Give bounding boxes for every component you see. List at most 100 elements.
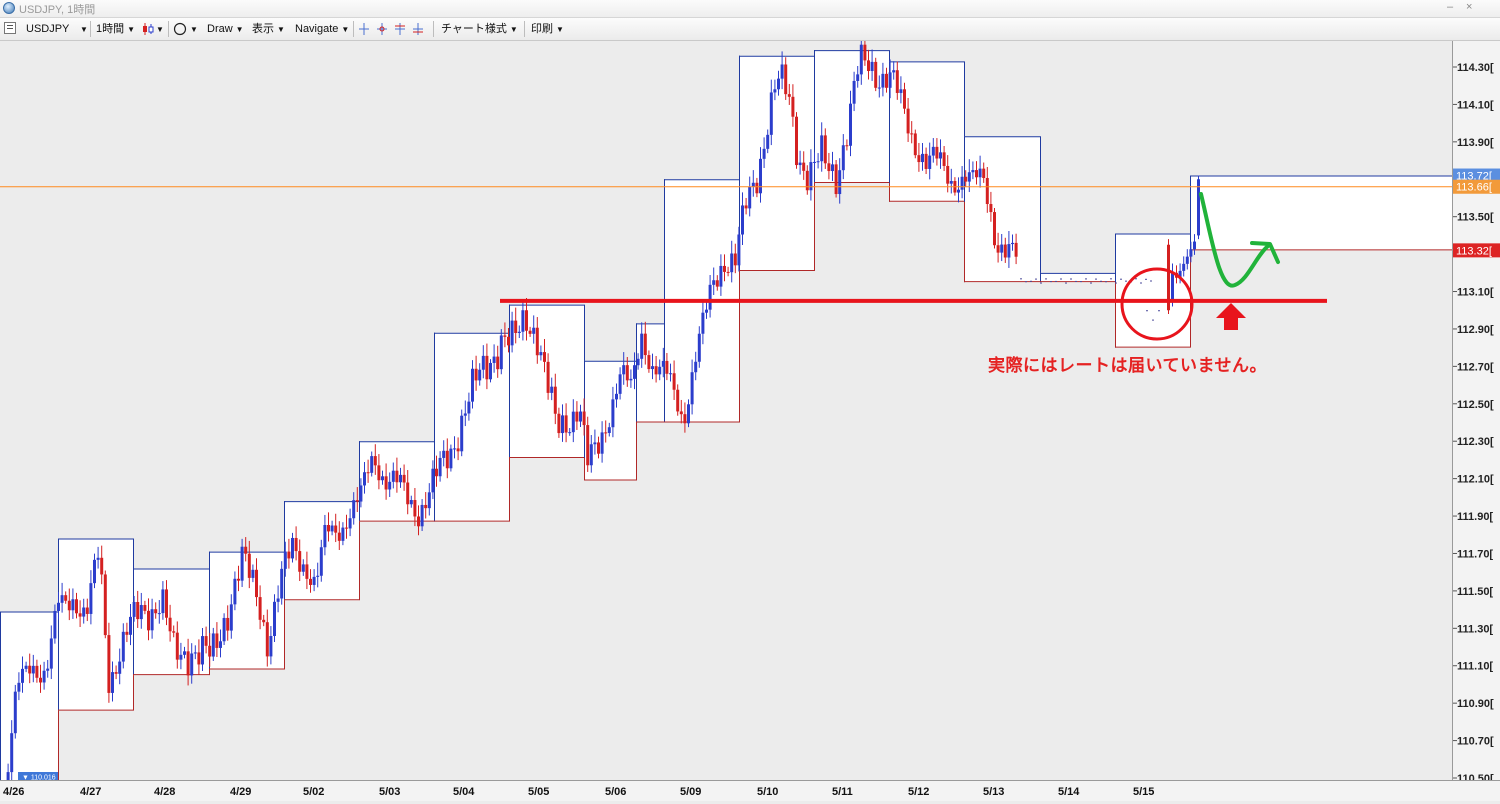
candle-body <box>31 665 35 674</box>
candle-body <box>867 60 870 72</box>
candle-body <box>193 652 197 654</box>
title-bar: USDJPY, 1時間 – × <box>0 0 1500 18</box>
candle-body <box>255 569 258 598</box>
green-arrow-curve <box>1199 192 1270 288</box>
candle-body <box>827 163 831 172</box>
window-title: USDJPY, 1時間 <box>19 4 96 16</box>
candle-body <box>96 557 100 560</box>
candle-body <box>561 415 564 434</box>
candle-body <box>132 601 136 617</box>
candle-body <box>172 631 176 633</box>
candle-body <box>445 450 449 469</box>
candle-body <box>237 578 240 581</box>
candle-body <box>363 472 366 486</box>
candle-body <box>539 352 543 356</box>
candle-body <box>532 327 536 334</box>
x-tick-label: 4/28 <box>154 786 175 798</box>
chart-style-label: チャート様式 <box>441 23 507 35</box>
navigate-menu[interactable]: Navigate ▼ <box>295 21 349 37</box>
candle-body <box>233 578 237 605</box>
low-price-badge <box>18 772 58 781</box>
annotation-text: 実際にはレートは届いていません。 <box>988 356 1267 375</box>
print-menu[interactable]: 印刷 ▼ <box>531 21 564 37</box>
candle-body <box>849 103 852 146</box>
candle-body <box>1171 272 1174 301</box>
x-tick-label: 5/13 <box>983 786 1004 798</box>
x-tick-label: 5/06 <box>605 786 626 798</box>
tick-dot <box>1020 278 1022 280</box>
candle-body <box>6 772 10 797</box>
candle-body <box>579 411 582 422</box>
candle-body <box>672 373 676 390</box>
close-button[interactable]: × <box>1466 1 1473 13</box>
candle-body <box>543 352 546 362</box>
chevron-down-icon: ▼ <box>509 25 518 34</box>
price-chart[interactable]: ▼ 110.016 <box>0 31 1452 804</box>
candle-body <box>449 448 453 469</box>
candle-body <box>888 72 892 88</box>
candle-body <box>741 205 744 235</box>
candle-body <box>773 89 777 93</box>
app-icon <box>3 2 15 14</box>
tick-dot <box>1135 278 1137 280</box>
up-arrow-icon <box>1216 303 1246 330</box>
y-tick-label: 110.90[ <box>1457 698 1494 710</box>
candle-body <box>975 170 978 178</box>
candle-body <box>766 134 770 149</box>
candle-body <box>964 176 968 182</box>
candle-body <box>283 551 287 569</box>
candle-body <box>809 162 813 191</box>
minimize-button[interactable]: – <box>1447 1 1454 13</box>
time-axis[interactable]: 4/26 4/27 4/28 4/29 5/02 5/03 5/04 5/05 5/06 5/09… <box>0 780 1500 801</box>
candle-body <box>35 665 39 678</box>
candle-body <box>816 161 820 163</box>
shape-tool-button[interactable]: ▼ <box>173 21 201 37</box>
candle-body <box>1000 244 1004 253</box>
y-tick-label: 112.10[ <box>1457 474 1494 486</box>
symbol-window-icon[interactable] <box>4 22 16 34</box>
candle-body <box>280 568 284 599</box>
candle-body <box>75 599 78 614</box>
candle-body <box>39 677 42 683</box>
candle-body <box>903 89 906 109</box>
candle-body <box>402 474 406 483</box>
candle-body <box>701 312 705 334</box>
candle-body <box>615 393 618 400</box>
candle-body <box>521 310 525 332</box>
candle-body <box>618 374 622 394</box>
view-menu[interactable]: 表示 ▼ <box>252 21 285 37</box>
tick-dot <box>1125 280 1127 282</box>
candle-body <box>571 411 575 433</box>
chart-area[interactable]: ▼ 110.016 <box>0 31 1453 804</box>
candle-body <box>813 161 816 163</box>
timeframe-select[interactable]: 1時間 ▼ <box>96 21 135 37</box>
y-tick-label: 112.70[ <box>1457 361 1494 373</box>
tick-dot <box>1045 278 1047 280</box>
candle-body <box>1007 244 1011 258</box>
symbol-dropdown-icon[interactable]: ▼ <box>80 25 88 34</box>
candle-body <box>427 492 431 509</box>
candle-body <box>499 335 503 370</box>
candle-body <box>759 158 762 194</box>
green-arrow-head-icon <box>1250 241 1280 264</box>
symbol-select[interactable]: USDJPY <box>26 21 69 37</box>
price-label: 113.72[ <box>1456 171 1492 183</box>
candle-body <box>967 172 971 182</box>
range-box <box>889 61 964 202</box>
chart-style-menu[interactable]: チャート様式 ▼ <box>441 21 518 37</box>
draw-menu[interactable]: Draw ▼ <box>207 21 244 37</box>
crosshair-tools[interactable] <box>358 21 428 37</box>
candle-body <box>373 456 377 466</box>
candle-body <box>150 609 154 631</box>
tick-dot <box>1085 278 1087 280</box>
candle-type-button[interactable]: ▼ <box>141 21 165 37</box>
price-axis[interactable]: 114.30[114.10[113.90[113.50[113.10[112.9… <box>1453 41 1500 785</box>
candle-body <box>442 450 446 458</box>
candle-body <box>370 456 374 473</box>
candle-body <box>352 500 356 519</box>
candle-body <box>784 64 788 95</box>
candle-body <box>435 468 438 477</box>
candle-body <box>726 271 730 273</box>
candle-body <box>996 245 1000 253</box>
candle-body <box>53 610 57 639</box>
